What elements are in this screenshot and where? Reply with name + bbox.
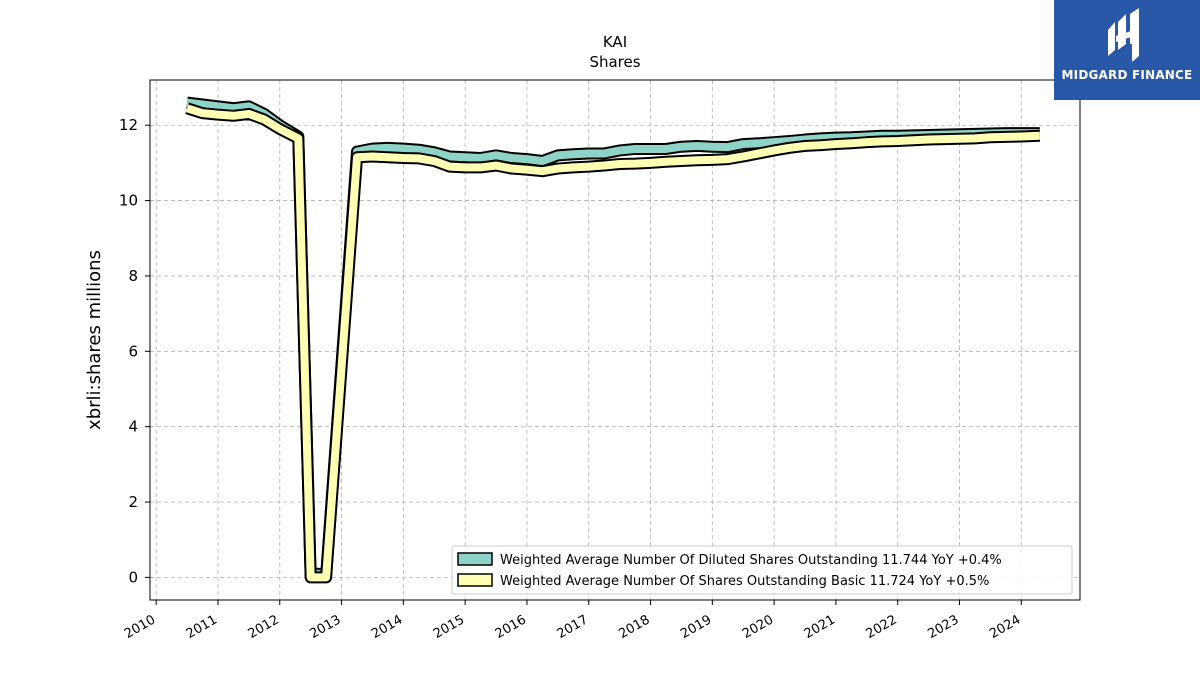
x-tick-label: 2010 xyxy=(122,612,158,642)
x-tick-label: 2020 xyxy=(740,612,776,642)
legend: Weighted Average Number Of Diluted Share… xyxy=(451,545,1073,595)
x-tick-label: 2017 xyxy=(555,612,591,642)
legend-label-diluted: Weighted Average Number Of Diluted Share… xyxy=(500,553,1002,568)
x-tick-label: 2014 xyxy=(369,612,405,642)
series-line-0 xyxy=(186,98,1040,580)
y-tick-label: 2 xyxy=(128,493,138,511)
legend-swatch-diluted xyxy=(457,552,493,566)
x-tick-label: 2019 xyxy=(678,612,714,642)
x-tick-label: 2015 xyxy=(431,612,467,642)
y-tick-label: 12 xyxy=(119,116,138,134)
x-tick-label: 2013 xyxy=(307,612,343,642)
brand-name: MIDGARD FINANCE xyxy=(1061,68,1193,82)
midgard-logo-icon xyxy=(1108,8,1139,62)
legend-swatch-basic xyxy=(457,573,493,587)
x-tick-label: 2018 xyxy=(616,612,652,642)
plot-frame xyxy=(149,79,1081,601)
y-axis: 0 2 4 6 8 10 12 xyxy=(119,116,150,586)
x-tick-label: 2022 xyxy=(864,612,900,642)
y-tick-label: 4 xyxy=(128,418,138,436)
brand-logo: MIDGARD FINANCE xyxy=(1054,0,1200,100)
y-tick-label: 10 xyxy=(119,192,138,210)
series-outline-1 xyxy=(185,102,1041,584)
series-line-1 xyxy=(185,104,1040,582)
series-outline-0 xyxy=(186,96,1040,582)
y-tick-label: 8 xyxy=(128,267,138,285)
x-tick-label: 2012 xyxy=(246,612,282,642)
x-tick-label: 2016 xyxy=(493,612,529,642)
y-tick-label: 6 xyxy=(128,342,138,360)
legend-box xyxy=(451,545,1073,595)
grid xyxy=(150,80,1080,600)
y-tick-label: 0 xyxy=(128,568,138,586)
x-tick-label: 2024 xyxy=(987,612,1023,642)
x-tick-label: 2021 xyxy=(802,612,838,642)
chart-title: KAI xyxy=(603,33,627,51)
legend-label-basic: Weighted Average Number Of Shares Outsta… xyxy=(500,574,989,589)
chart-subtitle: Shares xyxy=(589,53,640,71)
y-axis-label: xbrli:shares millions xyxy=(84,250,105,430)
x-tick-label: 2023 xyxy=(925,612,961,642)
x-tick-label: 2011 xyxy=(184,612,220,642)
x-axis: 2010 2011 2012 2013 2014 2015 2016 2017 2018 2019… xyxy=(122,600,1023,642)
series-layer xyxy=(185,96,1041,584)
